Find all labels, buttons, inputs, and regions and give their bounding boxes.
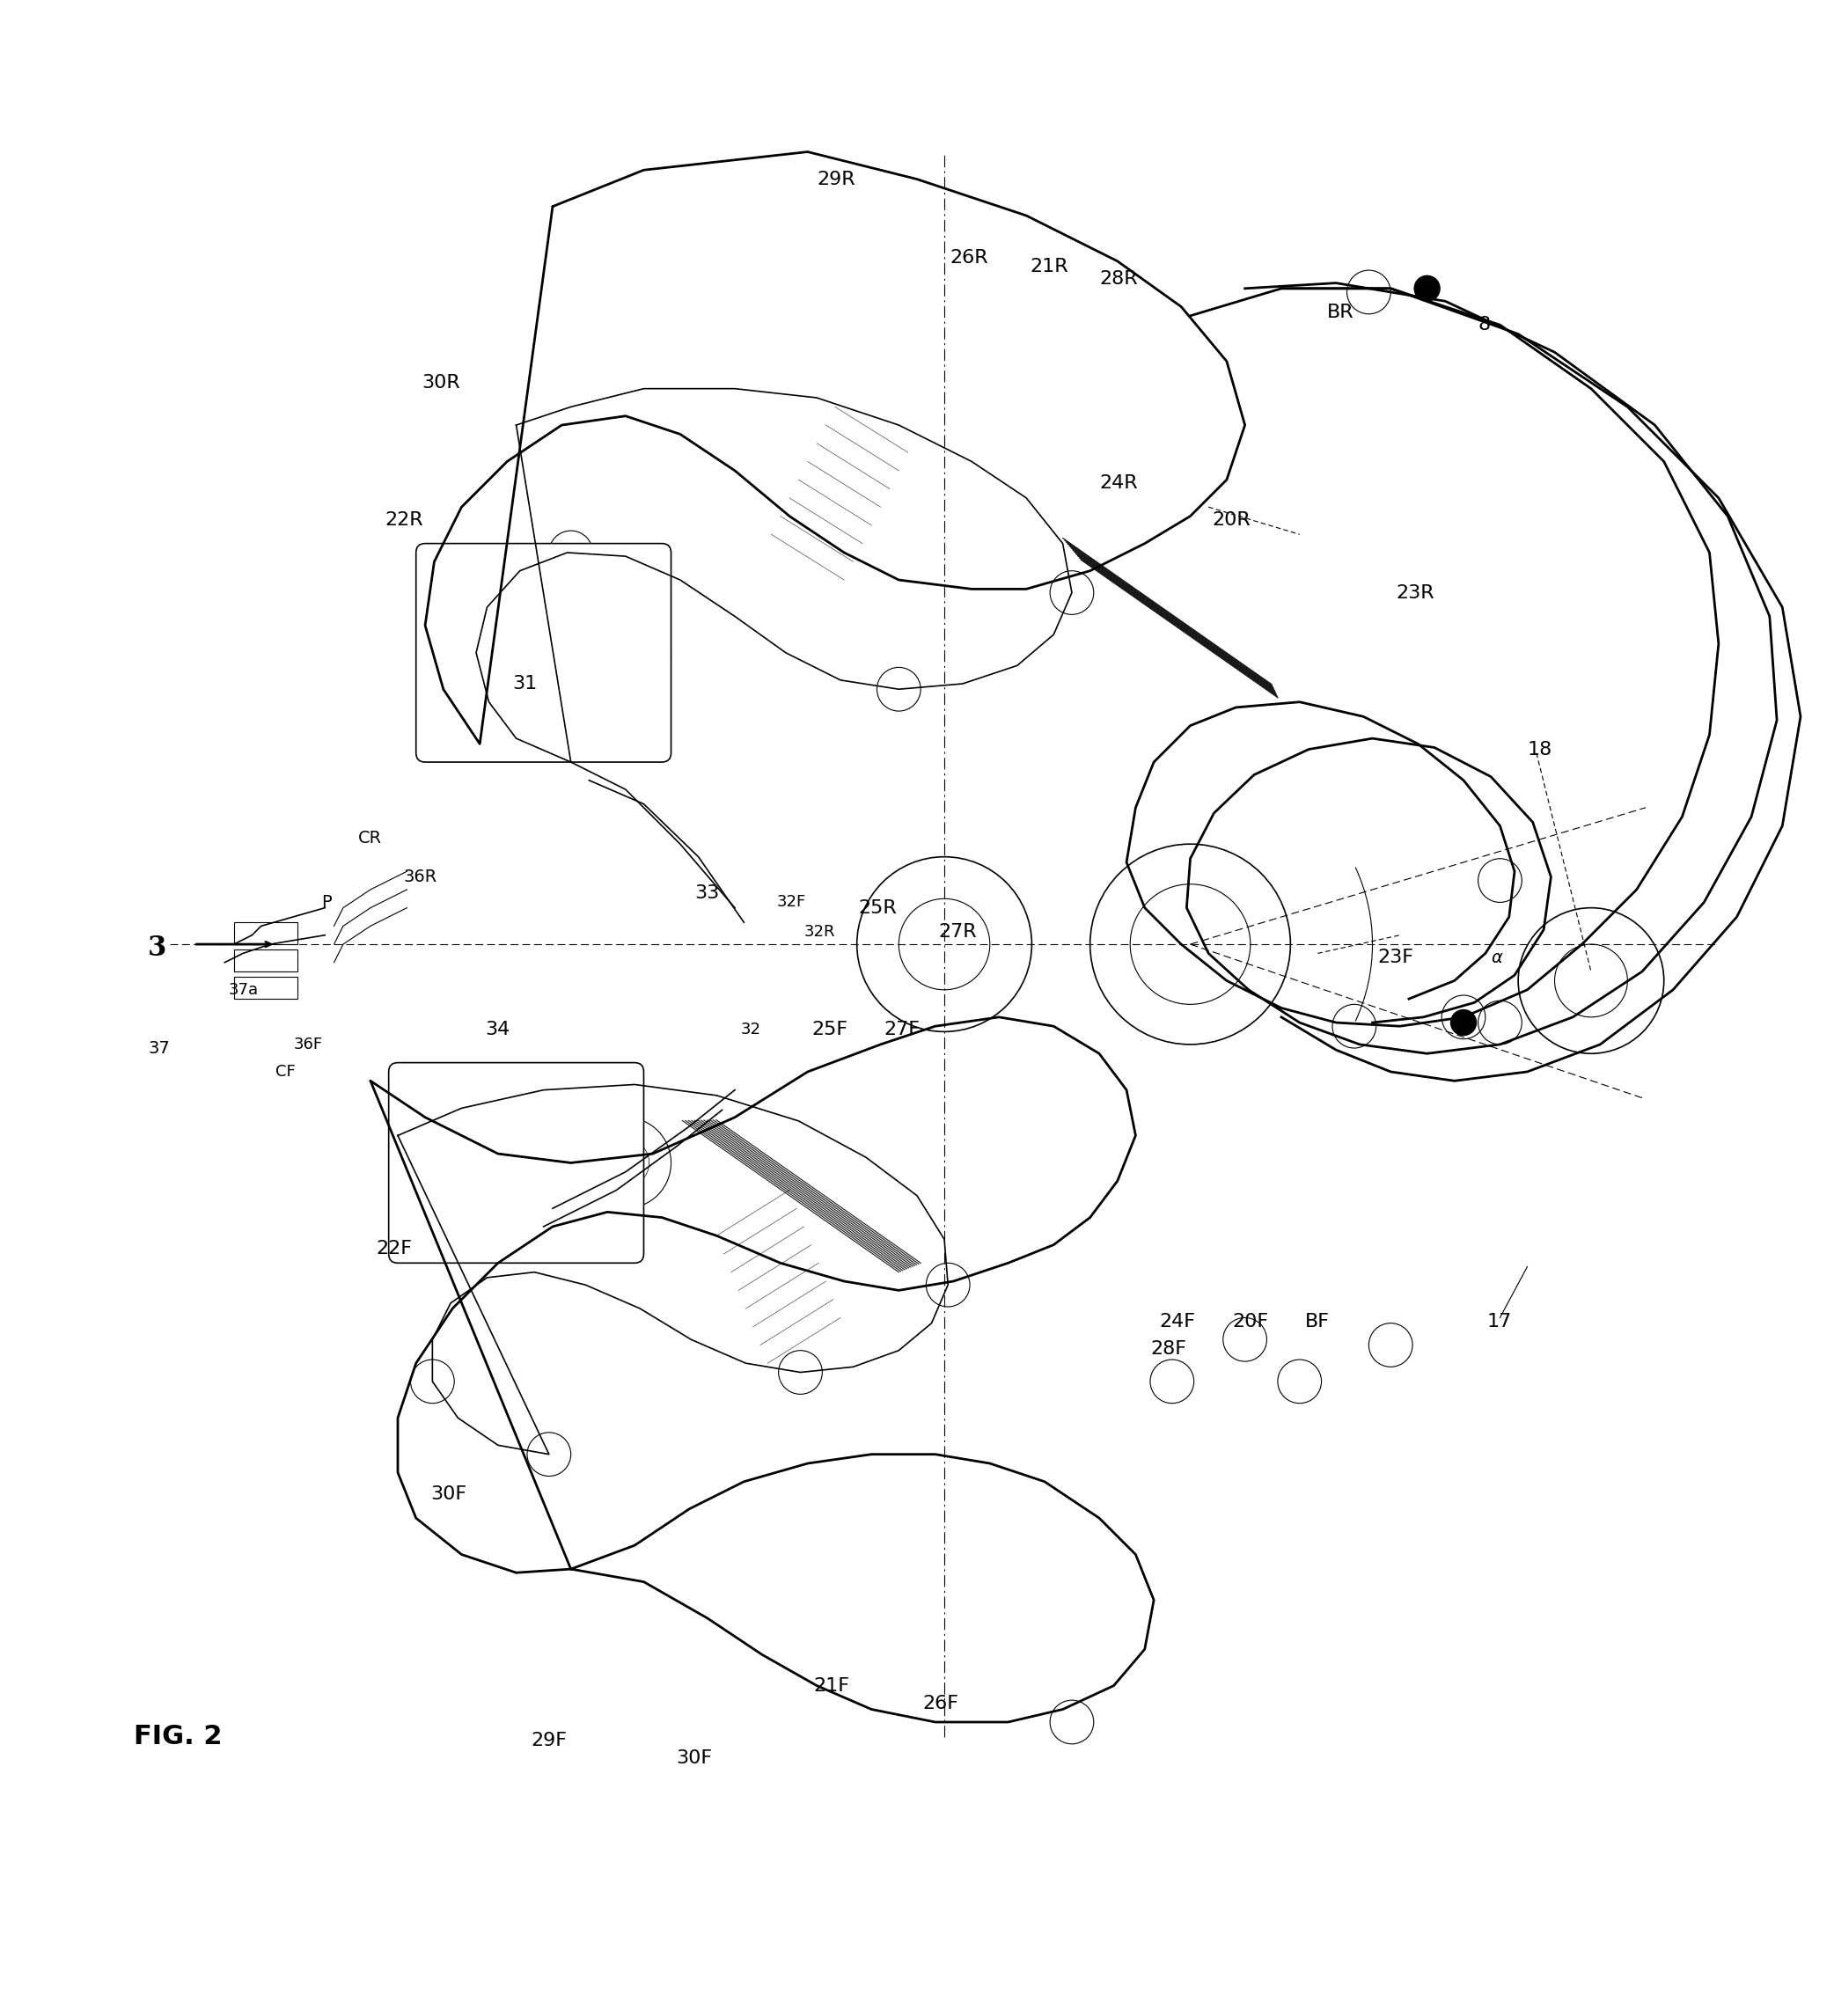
Text: 24F: 24F [1159, 1312, 1196, 1331]
Bar [233, 950, 297, 972]
Circle shape [1414, 276, 1440, 300]
Text: 31: 31 [512, 675, 537, 694]
Text: 22R: 22R [385, 510, 424, 528]
Text: 27F: 27F [884, 1020, 921, 1038]
Text: 22F: 22F [376, 1240, 413, 1258]
Text: 30R: 30R [422, 375, 460, 391]
Text: 28R: 28R [1099, 270, 1137, 288]
Text: 3: 3 [149, 933, 167, 962]
Text: 25F: 25F [811, 1020, 847, 1038]
Text: 30F: 30F [677, 1750, 713, 1768]
Text: 8: 8 [1478, 317, 1491, 335]
Text: CR: CR [358, 831, 381, 847]
Text: 36F: 36F [293, 1036, 323, 1052]
Text: 23R: 23R [1396, 585, 1434, 601]
Text: 36R: 36R [403, 869, 436, 885]
Text: 17: 17 [1487, 1312, 1511, 1331]
Text: 37: 37 [149, 1040, 171, 1056]
Text: P: P [321, 893, 332, 911]
Text: BR: BR [1328, 302, 1353, 321]
Text: 24R: 24R [1099, 474, 1137, 492]
Text: 20R: 20R [1212, 510, 1251, 528]
Text: BF: BF [1306, 1312, 1330, 1331]
Text: 32F: 32F [778, 895, 805, 911]
Text: $\alpha$: $\alpha$ [1491, 950, 1504, 966]
Text: 32: 32 [741, 1022, 761, 1038]
Circle shape [1451, 1010, 1476, 1036]
Text: 29F: 29F [530, 1732, 567, 1750]
Text: 25R: 25R [858, 899, 897, 917]
Text: 37a: 37a [229, 982, 259, 998]
Text: 26R: 26R [950, 248, 989, 266]
FancyBboxPatch shape [416, 544, 671, 762]
Text: 33: 33 [695, 885, 719, 901]
Text: FIG. 2: FIG. 2 [134, 1724, 222, 1750]
Bar [233, 978, 297, 998]
Text: CF: CF [275, 1064, 295, 1081]
Text: 26F: 26F [923, 1695, 959, 1714]
Text: 28F: 28F [1150, 1341, 1187, 1357]
Text: 30F: 30F [431, 1486, 468, 1504]
Text: 32R: 32R [803, 923, 834, 939]
Text: 27R: 27R [939, 923, 978, 939]
Text: 20F: 20F [1232, 1312, 1269, 1331]
Text: 29R: 29R [816, 171, 855, 187]
FancyBboxPatch shape [389, 1062, 644, 1264]
Text: 23F: 23F [1377, 948, 1414, 966]
Text: 34: 34 [486, 1020, 510, 1038]
Bar [233, 923, 297, 943]
Text: 21R: 21R [1031, 258, 1069, 276]
Text: 21F: 21F [812, 1677, 849, 1693]
Text: 18: 18 [1528, 740, 1552, 758]
